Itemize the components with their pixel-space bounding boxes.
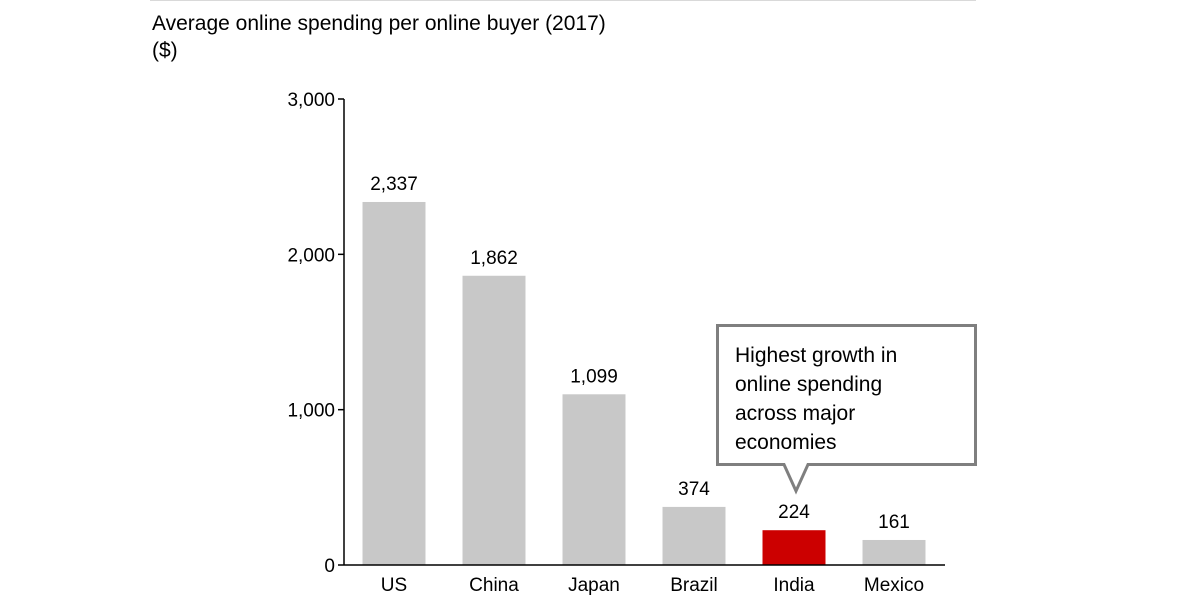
- bars: [362, 201, 926, 565]
- chart-title-block: Average online spending per online buyer…: [152, 10, 606, 64]
- value-labels: 2,337 1,862 1,099 374 224 161: [370, 174, 910, 533]
- bar-japan: [562, 394, 626, 565]
- category-label: Japan: [568, 575, 620, 596]
- value-label: 2,337: [370, 174, 418, 195]
- callout-line: online spending: [735, 373, 883, 396]
- value-label: 224: [778, 502, 810, 523]
- callout-line: Highest growth in: [735, 344, 898, 367]
- category-label: China: [469, 575, 519, 596]
- y-tick-label: 0: [324, 556, 335, 577]
- value-label: 374: [678, 479, 710, 500]
- callout-box: [716, 324, 977, 495]
- bar-brazil: [662, 506, 726, 565]
- chart-title: Average online spending per online buyer…: [152, 12, 606, 35]
- category-label: Brazil: [670, 575, 718, 596]
- chart-subtitle: ($): [152, 39, 178, 62]
- value-label: 161: [878, 512, 910, 533]
- bar-mexico: [862, 539, 926, 565]
- value-label: 1,862: [470, 248, 518, 269]
- top-divider: [150, 0, 976, 1]
- annotation-callout: Highest growth in online spending across…: [716, 324, 977, 495]
- bar-china: [462, 275, 526, 565]
- y-tick-label: 1,000: [287, 401, 335, 422]
- callout-text: Highest growth in online spending across…: [735, 341, 965, 457]
- category-label: US: [381, 575, 407, 596]
- callout-line: economies: [735, 431, 837, 454]
- bar-india: [762, 530, 826, 565]
- y-axis: 0 1,000 2,000 3,000: [287, 90, 345, 577]
- bar-us: [362, 201, 426, 565]
- category-label: Mexico: [864, 575, 924, 596]
- value-label: 1,099: [570, 366, 618, 387]
- category-label: India: [773, 575, 815, 596]
- y-tick-label: 2,000: [287, 245, 335, 266]
- x-axis-labels: US China Japan Brazil India Mexico: [381, 575, 924, 596]
- y-tick-label: 3,000: [287, 90, 335, 111]
- callout-line: across major: [735, 402, 856, 425]
